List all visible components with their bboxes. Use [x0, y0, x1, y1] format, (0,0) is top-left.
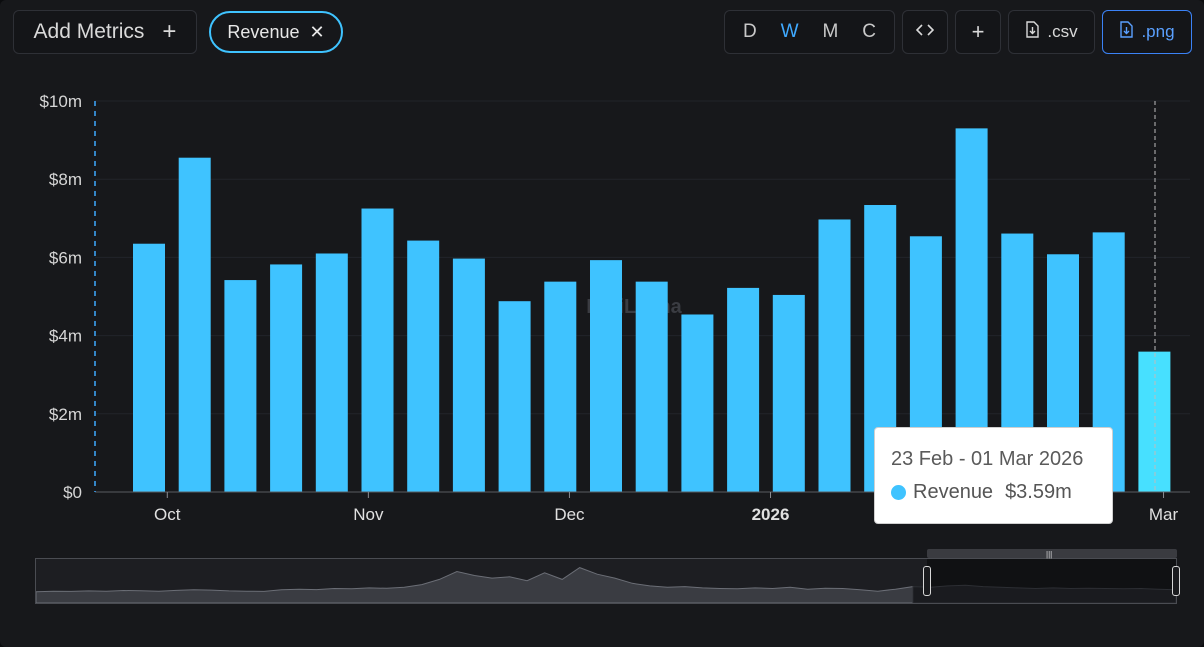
overview-sparkline: [36, 559, 1176, 603]
range-overview[interactable]: [35, 558, 1177, 604]
period-w[interactable]: W: [780, 21, 799, 42]
period-d[interactable]: D: [742, 21, 757, 42]
plus-icon: +: [971, 19, 985, 44]
bar[interactable]: [361, 208, 394, 492]
bar[interactable]: [1138, 351, 1171, 492]
period-c[interactable]: C: [862, 21, 877, 42]
tooltip-value: $3.59m: [1005, 481, 1072, 503]
bar[interactable]: [818, 219, 851, 492]
plus-icon: +: [162, 18, 177, 45]
y-tick-label: $6m: [49, 248, 82, 267]
close-icon[interactable]: ✕: [309, 21, 325, 42]
grip-icon[interactable]: |||: [1046, 550, 1053, 559]
y-tick-label: $8m: [49, 170, 82, 189]
x-tick-label: Nov: [353, 505, 384, 524]
bar[interactable]: [133, 243, 165, 492]
bar[interactable]: [315, 253, 348, 492]
download-csv-button[interactable]: .csv: [1008, 10, 1095, 54]
tooltip-date-range: 23 Feb - 01 Mar 2026: [891, 448, 1084, 470]
chart-tooltip: 23 Feb - 01 Mar 2026 Revenue $3.59m: [874, 427, 1113, 524]
add-button[interactable]: +: [955, 10, 1001, 54]
file-download-icon: [1025, 21, 1040, 43]
png-label: .png: [1141, 22, 1175, 41]
metric-chip-revenue[interactable]: Revenue ✕: [209, 11, 343, 53]
code-icon: [915, 22, 935, 42]
y-tick-label: $4m: [49, 327, 82, 346]
period-selector: D W M C: [724, 10, 895, 54]
bar[interactable]: [727, 287, 760, 492]
brush-handle-left[interactable]: [923, 566, 931, 596]
y-tick-label: $10m: [39, 92, 82, 111]
bar[interactable]: [635, 281, 668, 492]
period-m[interactable]: M: [822, 21, 839, 42]
bar[interactable]: [681, 314, 714, 492]
embed-button[interactable]: [902, 10, 948, 54]
tooltip-series-name: Revenue: [913, 481, 994, 503]
file-download-icon: [1119, 21, 1134, 43]
bar[interactable]: [407, 240, 440, 492]
x-tick-label: 2026: [752, 505, 790, 524]
y-tick-label: $2m: [49, 405, 82, 424]
bar[interactable]: [452, 258, 485, 492]
bar[interactable]: [498, 301, 531, 492]
overview-area-selected: [912, 584, 1176, 603]
x-tick-label: Dec: [554, 505, 585, 524]
bar[interactable]: [178, 157, 211, 492]
bar[interactable]: [590, 260, 622, 492]
bar[interactable]: [544, 281, 577, 492]
x-tick-label: Mar: [1149, 505, 1179, 524]
overview-area: [36, 567, 914, 603]
metric-chip-label: Revenue: [227, 21, 300, 42]
bar[interactable]: [772, 294, 805, 492]
series-color-dot: [891, 485, 906, 500]
y-tick-label: $0: [63, 483, 82, 502]
csv-label: .csv: [1047, 22, 1078, 41]
brush-selection[interactable]: [927, 549, 1177, 558]
download-png-button[interactable]: .png: [1102, 10, 1192, 54]
y-axis-ticks: $0 $2m $4m $6m $8m $10m: [39, 92, 82, 502]
add-metrics-label: Add Metrics: [33, 20, 145, 43]
x-tick-label: Oct: [154, 505, 181, 524]
bar[interactable]: [224, 280, 257, 492]
bar[interactable]: [270, 264, 303, 492]
brush-handle-right[interactable]: [1172, 566, 1180, 596]
add-metrics-button[interactable]: Add Metrics +: [13, 10, 197, 54]
